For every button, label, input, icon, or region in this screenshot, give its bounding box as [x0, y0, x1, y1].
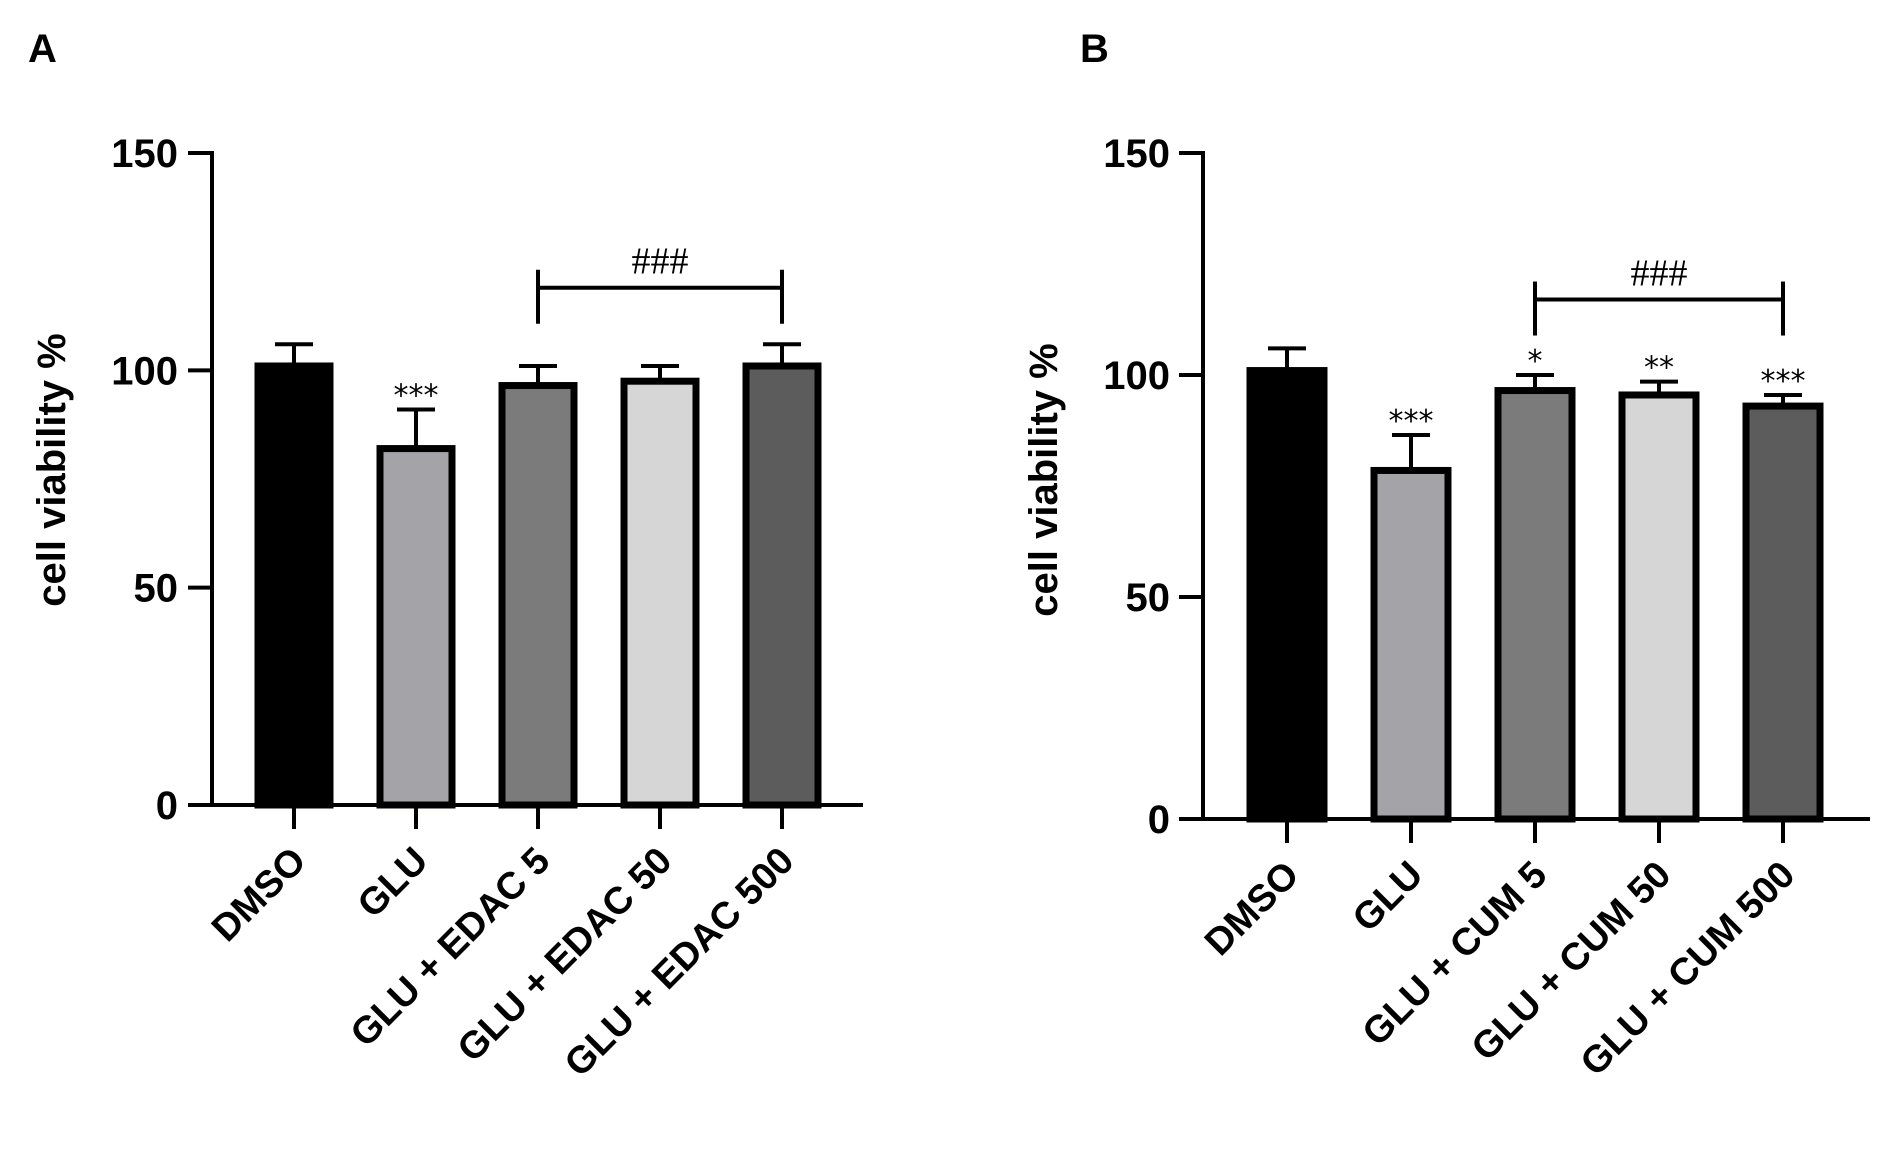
category-label: GLU: [1345, 854, 1431, 940]
y-tick-label: 150: [111, 132, 178, 176]
y-axis-title: cell viability %: [1022, 343, 1066, 616]
bar: [742, 362, 822, 809]
category-label: DMSO: [204, 840, 314, 950]
significance-marker: *: [1528, 344, 1543, 379]
bracket-label: ###: [632, 241, 689, 283]
significance-marker: ***: [1389, 404, 1434, 439]
bar: [1618, 391, 1700, 823]
y-tick-label: 50: [134, 567, 179, 611]
y-tick-label: 0: [1148, 798, 1170, 842]
bracket-label: ###: [1631, 253, 1688, 295]
bar: [498, 382, 578, 809]
category-label: GLU + EDAC 500: [557, 840, 802, 1085]
category-label: GLU: [350, 840, 436, 926]
y-tick-label: 100: [1103, 354, 1170, 398]
bar: [1370, 466, 1452, 823]
bar: [376, 445, 456, 809]
significance-marker: **: [1644, 351, 1674, 386]
y-tick-label: 150: [1103, 132, 1170, 176]
y-tick-label: 50: [1126, 576, 1171, 620]
significance-marker: ***: [1761, 364, 1806, 399]
category-label: DMSO: [1197, 854, 1307, 964]
bar: [620, 377, 700, 809]
panel-letter: A: [28, 27, 57, 71]
bar: [1494, 387, 1576, 823]
bar: [1246, 367, 1328, 823]
category-label: GLU + CUM 500: [1573, 854, 1804, 1085]
category-label: GLU + EDAC 50: [450, 840, 681, 1071]
y-axis-title: cell viability %: [30, 333, 74, 606]
panel-letter: B: [1080, 27, 1109, 71]
bar: [1742, 402, 1824, 823]
y-tick-label: 0: [156, 784, 178, 828]
bar: [254, 362, 334, 809]
y-tick-label: 100: [111, 349, 178, 393]
significance-marker: ***: [394, 378, 439, 413]
